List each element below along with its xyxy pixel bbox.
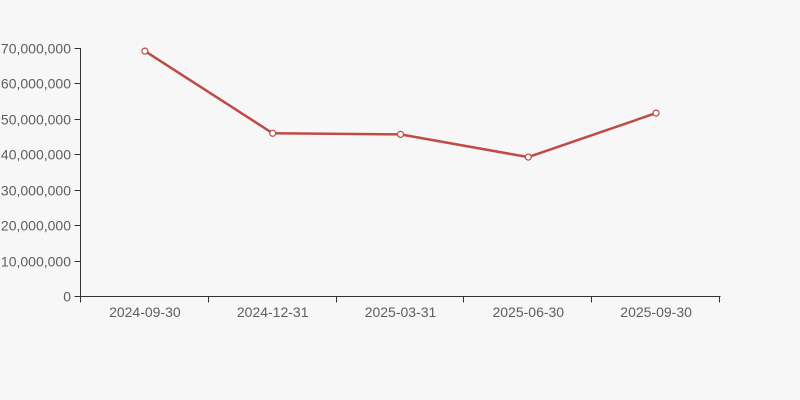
y-axis-tick-label: 10,000,000 [1,254,71,270]
y-axis-tick-label: 0 [63,289,71,305]
data-point-marker [652,109,660,117]
y-axis-tick-label: 60,000,000 [1,76,71,92]
y-axis-tick-label: 40,000,000 [1,147,71,163]
data-point-marker [524,153,532,161]
x-axis-tick-label: 2025-09-30 [620,304,692,320]
x-axis-tick-label: 2024-12-31 [237,304,309,320]
y-axis-tick-label: 20,000,000 [1,218,71,234]
data-point-marker [141,47,149,55]
x-axis-tick-label: 2024-09-30 [109,304,181,320]
data-point-marker [396,130,405,138]
data-point-marker [269,129,277,137]
y-axis-tick-label: 50,000,000 [1,112,71,128]
axes [74,48,721,303]
y-axis-tick-label: 30,000,000 [1,183,71,199]
x-axis-tick-label: 2025-03-31 [365,304,437,320]
y-axis-tick-label: 70,000,000 [1,41,71,57]
x-axis-tick-label: 2025-06-30 [492,304,564,320]
